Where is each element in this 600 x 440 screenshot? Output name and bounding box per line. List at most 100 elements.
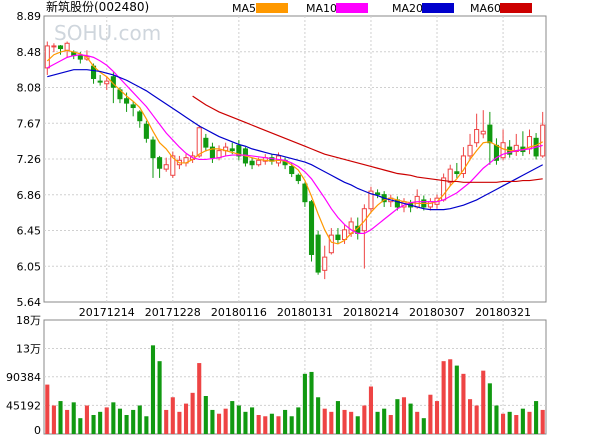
- volume-bar-up: [434, 401, 440, 434]
- volume-bar-up: [415, 411, 420, 434]
- volume-bar-up: [263, 416, 268, 434]
- volume-bar-down: [283, 409, 288, 434]
- candle-up: [361, 208, 367, 232]
- volume-bar-down: [58, 401, 63, 434]
- date-tick-label: 20171228: [145, 306, 201, 319]
- date-tick-label: 20180131: [277, 306, 333, 319]
- volume-bar-down: [98, 411, 103, 434]
- watermark: SOHU.com: [54, 21, 161, 45]
- volume-bar-up: [514, 415, 519, 434]
- volume-bar-up: [216, 413, 222, 434]
- candle-down: [315, 234, 321, 273]
- volume-bar-up: [448, 359, 453, 434]
- legend-label-ma60: MA60: [470, 2, 501, 15]
- date-tick-label: 20180307: [409, 306, 465, 319]
- price-tick-label: 8.08: [17, 82, 42, 95]
- volume-bar-down: [487, 383, 492, 434]
- price-axis-labels: 8.89 8.48 8.08 7.67 7.26 6.86 6.45 6.05 5.64: [17, 10, 42, 309]
- volume-bar-down: [296, 407, 301, 434]
- candle-up: [500, 142, 506, 159]
- candle-up: [328, 234, 334, 254]
- volume-bar-up: [45, 384, 50, 434]
- volume-bar-up: [256, 415, 261, 434]
- volume-bar-down: [236, 405, 241, 434]
- ma10-line: [47, 54, 543, 234]
- volume-bar-up: [164, 409, 169, 434]
- candle-down: [137, 111, 143, 122]
- candle-down: [335, 234, 341, 241]
- volume-bar-down: [250, 407, 255, 434]
- ma60-line: [192, 95, 543, 183]
- volume-tick-label: 0: [34, 424, 41, 437]
- price-tick-label: 6.86: [17, 189, 42, 202]
- volume-bar-down: [71, 402, 76, 434]
- price-tick-label: 6.45: [17, 225, 42, 238]
- candle-up: [447, 168, 453, 183]
- volume-bar-up: [467, 399, 473, 434]
- legend-swatch-ma20: [422, 3, 454, 13]
- candle-down: [289, 165, 295, 175]
- candle-down: [130, 104, 136, 109]
- volume-bar-up: [104, 407, 109, 434]
- candle-up: [256, 159, 262, 166]
- volume-tick-label: 45192: [6, 399, 41, 412]
- volume-bar-up: [177, 411, 182, 434]
- volume-bar-down: [289, 416, 294, 434]
- candle-up: [322, 256, 328, 271]
- candle-down: [487, 124, 493, 144]
- volume-bar-down: [302, 373, 307, 434]
- volume-bar-up: [474, 405, 479, 434]
- candle-down: [77, 55, 83, 60]
- volume-tick-label: 90384: [6, 371, 41, 384]
- ma5-line: [46, 49, 543, 245]
- candle-down: [143, 123, 149, 139]
- volume-bar-up: [223, 408, 228, 434]
- legend-label-ma5: MA5: [232, 2, 256, 15]
- volume-bar-up: [197, 363, 202, 434]
- volume-bar-up: [428, 394, 433, 434]
- volume-bar-up: [481, 370, 486, 434]
- volume-bar-down: [111, 402, 116, 434]
- volume-bar-down: [230, 401, 235, 434]
- volume-bar-up: [65, 409, 70, 434]
- volume-bar-up: [540, 409, 545, 434]
- volume-bar-up: [441, 361, 446, 434]
- date-axis-labels: 20171214 20171228 20180116 20180131 20180214…: [79, 306, 531, 319]
- price-tick-label: 8.89: [17, 10, 42, 23]
- volume-bar-down: [203, 396, 208, 434]
- candle-up: [474, 129, 480, 144]
- legend-swatch-ma5: [256, 3, 288, 13]
- volume-bar-down: [150, 345, 156, 434]
- volume-bar-up: [183, 403, 189, 434]
- legend-label-ma20: MA20: [392, 2, 423, 15]
- volume-bar-down: [157, 361, 162, 434]
- candle-up: [480, 130, 486, 135]
- candle-down: [209, 146, 215, 159]
- candle-up: [196, 127, 202, 157]
- legend-swatch-ma10: [336, 3, 368, 13]
- candle-down: [295, 174, 301, 182]
- candle-down: [308, 201, 315, 255]
- volume-bar-down: [507, 411, 512, 434]
- candle-down: [454, 171, 460, 175]
- volume-bar-up: [276, 416, 281, 434]
- volume-bar-down: [243, 411, 248, 434]
- candle-down: [97, 80, 103, 83]
- moving-average-lines: [46, 49, 543, 245]
- candle-up: [540, 124, 546, 157]
- volume-bar-up: [501, 413, 506, 434]
- candle-down: [229, 148, 235, 152]
- legend-swatch-ma60: [500, 3, 532, 13]
- volume-bar-down: [124, 415, 129, 434]
- volume-bar-down: [395, 399, 400, 434]
- volume-bar-up: [342, 409, 347, 434]
- candle-down: [302, 183, 308, 203]
- candle-up: [467, 144, 473, 157]
- volume-bar-down: [91, 415, 96, 434]
- chart-title: 新筑股份(002480): [46, 0, 149, 14]
- candle-down: [249, 160, 255, 166]
- candle-down: [375, 192, 381, 196]
- legend: MA5 MA10 MA20 MA60: [232, 2, 532, 15]
- volume-bar-down: [520, 408, 525, 434]
- volume-bar-down: [269, 413, 274, 434]
